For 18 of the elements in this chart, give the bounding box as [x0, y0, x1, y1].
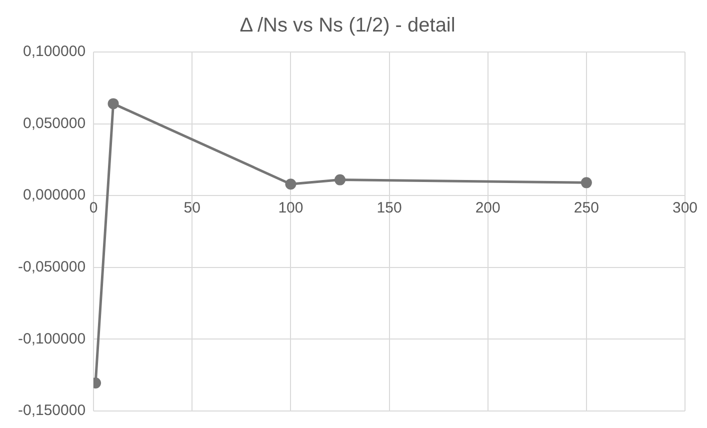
- x-tick-label: 150: [376, 200, 402, 217]
- x-tick-label: 300: [672, 200, 698, 217]
- x-tick-label: 200: [475, 200, 500, 217]
- y-tick-label: 0,100000: [22, 43, 86, 60]
- point: [108, 98, 119, 110]
- y-tick-label: -0,100000: [18, 330, 86, 348]
- y-tick-label: -0,150000: [18, 402, 86, 420]
- point: [580, 177, 592, 188]
- x-tick-label: 50: [184, 200, 200, 217]
- y-tick-label: 0,000000: [22, 186, 86, 204]
- x-tick-label: 0: [89, 200, 98, 217]
- point: [285, 178, 296, 190]
- x-tick-label: 100: [278, 200, 304, 217]
- chart-title: Δ /Ns vs Ns (1/2) - detail: [240, 14, 456, 37]
- y-tick-label: -0,050000: [18, 258, 86, 276]
- y-tick-label: 0,050000: [22, 114, 86, 132]
- point: [334, 174, 346, 186]
- x-tick-label: 250: [574, 200, 599, 217]
